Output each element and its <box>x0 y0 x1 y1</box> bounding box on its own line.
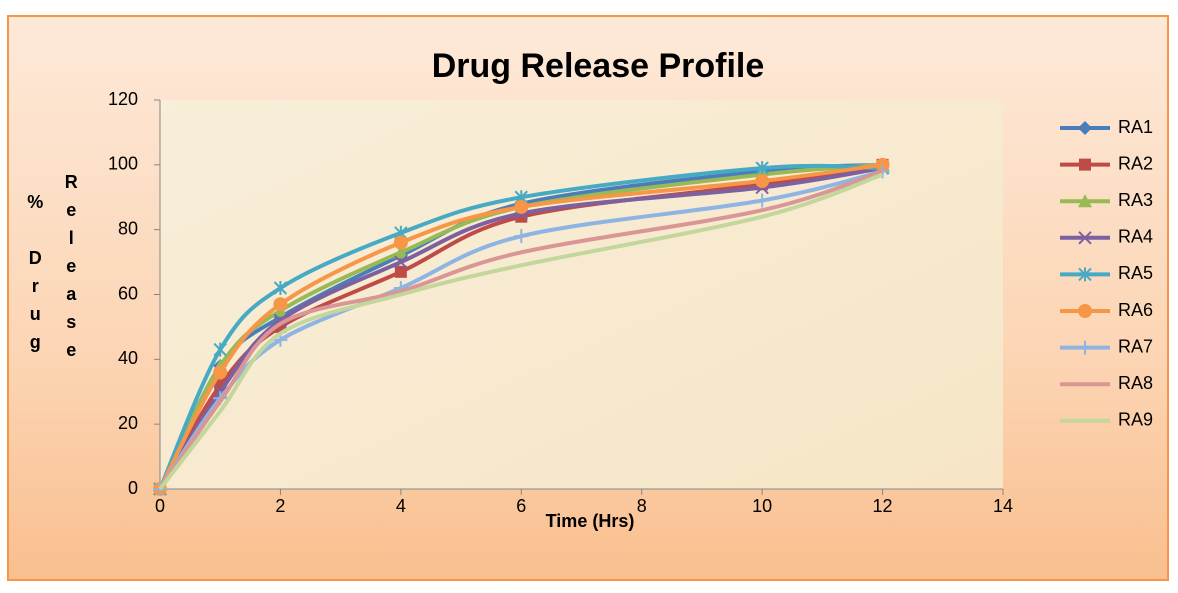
x-tick-label: 14 <box>993 496 1013 516</box>
x-axis-label: Time (Hrs) <box>546 511 635 531</box>
y-tick-label: 20 <box>118 413 138 433</box>
y-tick-label: 80 <box>118 218 138 238</box>
legend-label: RA6 <box>1118 300 1153 320</box>
marker <box>213 365 228 380</box>
marker <box>273 281 288 296</box>
x-tick-label: 4 <box>396 496 406 516</box>
legend-marker <box>1078 121 1092 135</box>
legend-marker <box>1079 158 1091 171</box>
series-line <box>158 169 884 491</box>
marker <box>755 174 770 189</box>
x-tick-label: 2 <box>275 496 285 516</box>
y-axis-label: Release <box>61 172 81 368</box>
x-tick-label: 8 <box>637 496 647 516</box>
marker <box>393 245 408 259</box>
series-line <box>158 172 884 491</box>
legend-marker <box>1078 340 1092 355</box>
legend-marker <box>1078 304 1092 318</box>
x-tick-label: 12 <box>873 496 893 516</box>
y-tick-label: 60 <box>118 283 138 303</box>
marker <box>273 297 288 312</box>
marker <box>514 229 529 244</box>
marker <box>514 199 529 214</box>
marker <box>755 161 769 176</box>
legend-marker <box>1078 194 1092 208</box>
legend-label: RA9 <box>1118 410 1153 430</box>
legend-label: RA2 <box>1118 153 1153 173</box>
x-tick-label: 6 <box>516 496 526 516</box>
marker <box>393 235 408 250</box>
marker <box>394 255 408 269</box>
plot-area <box>160 100 1003 489</box>
y-axis-label: % Drug <box>25 192 45 360</box>
legend-label: RA4 <box>1118 227 1153 247</box>
marker <box>394 265 407 278</box>
x-tick-label: 0 <box>155 496 165 516</box>
legend-marker <box>1078 231 1092 245</box>
legend-marker <box>1078 267 1092 282</box>
y-tick-label: 100 <box>108 154 138 174</box>
marker <box>213 342 227 357</box>
legend-label: RA5 <box>1118 263 1153 283</box>
legend-label: RA3 <box>1118 190 1153 210</box>
legend-label: RA7 <box>1118 336 1153 356</box>
y-tick-label: 0 <box>128 478 138 498</box>
chart-title: Drug Release Profile <box>432 47 765 85</box>
legend-label: RA8 <box>1118 373 1153 393</box>
marker <box>755 193 770 208</box>
x-tick-label: 10 <box>752 496 772 516</box>
y-tick-label: 40 <box>118 348 138 368</box>
legend-label: RA1 <box>1118 117 1153 137</box>
y-tick-label: 120 <box>108 89 138 109</box>
